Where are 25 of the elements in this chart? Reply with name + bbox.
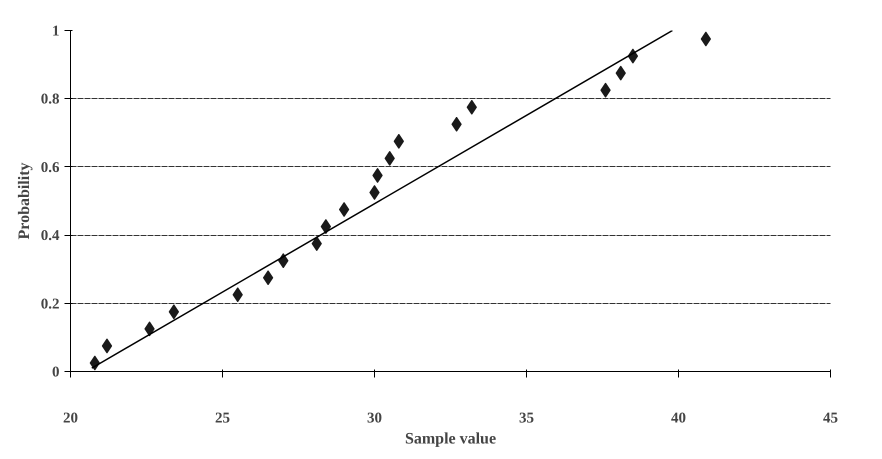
y-axis-title: Probability — [16, 162, 33, 240]
point — [369, 184, 380, 200]
point — [338, 202, 350, 218]
y-tick-label: 0.6 — [40, 160, 60, 176]
point — [372, 168, 383, 183]
x-tick-label: 30 — [367, 410, 382, 426]
y-tick-label: 0.2 — [40, 296, 60, 312]
y-tick-label: 0.4 — [40, 228, 60, 244]
point — [451, 116, 462, 132]
x-axis-title: Sample value — [404, 430, 496, 448]
point — [102, 338, 112, 354]
point — [144, 321, 155, 336]
y-tick-label: 1 — [52, 24, 60, 40]
x-tick-label: 45 — [823, 410, 838, 426]
point — [262, 270, 274, 286]
point — [320, 219, 332, 234]
point — [600, 82, 611, 98]
x-tick-label: 20 — [63, 410, 78, 426]
x-tick-label: 40 — [671, 410, 686, 426]
x-tick-label: 35 — [519, 410, 534, 426]
y-tick-label: 0 — [52, 364, 60, 380]
point — [168, 304, 180, 320]
y-tick-label: 0.8 — [40, 92, 60, 108]
point — [700, 32, 712, 47]
x-tick-label: 25 — [215, 410, 230, 426]
